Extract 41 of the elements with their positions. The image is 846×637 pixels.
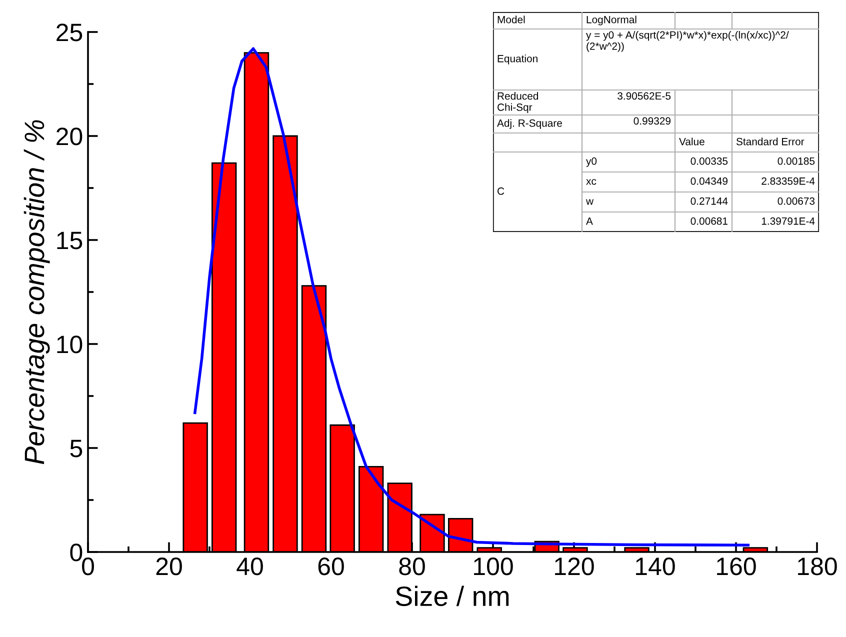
- annotation: 2.83359E-4: [762, 177, 815, 185]
- x-tick-label: 100: [474, 558, 513, 576]
- y-tick-label: 10: [57, 336, 82, 354]
- x-tick-label: 120: [555, 558, 594, 576]
- annotation: xc: [586, 179, 596, 185]
- annotation: 0.04349: [690, 177, 728, 185]
- annotation: Reduced Chi-Sqr: [498, 92, 538, 113]
- annotation: 0.00681: [690, 217, 728, 225]
- annotation: Value: [679, 138, 704, 146]
- annotation: 0.00335: [690, 157, 728, 165]
- y-tick-label: 20: [56, 128, 82, 146]
- text: Model: [498, 16, 525, 24]
- x-tick-label: 160: [717, 558, 756, 576]
- annotation: 0.00673: [778, 197, 815, 205]
- x-tick-label: 60: [318, 558, 344, 576]
- annotation: w: [586, 199, 594, 205]
- annotation: Adj. R-Square: [497, 119, 562, 129]
- annotation: 0.00185: [778, 157, 815, 165]
- x-tick-label: 80: [399, 558, 425, 576]
- x-tick-label: 0: [82, 558, 94, 576]
- y-tick-label: 15: [57, 232, 82, 250]
- annotation: 0.27144: [690, 197, 728, 205]
- text: LogNormal: [586, 16, 636, 26]
- y-tick-label: 25: [56, 24, 82, 42]
- x-tick-label: 20: [156, 558, 182, 576]
- x-tick-label: 140: [636, 558, 675, 576]
- annotation: Standard Error: [736, 138, 804, 146]
- annotation: Equation: [498, 54, 538, 64]
- y-axis-title: Percentage composition / %: [24, 120, 50, 464]
- annotation: 0.99329: [634, 117, 671, 125]
- annotation: A: [586, 218, 593, 225]
- annotation: C: [498, 187, 504, 195]
- y-tick-label: 5: [70, 440, 82, 458]
- annotation: y0: [586, 157, 597, 167]
- x-tick-label: 40: [236, 558, 263, 576]
- annotation: 3.90562E-5: [618, 92, 671, 100]
- x-axis-title: Size / nm: [396, 586, 509, 606]
- y-tick-label: 0: [70, 544, 82, 562]
- annotation: y = y0 + A/(sqrt(2*PI)*w*x)*exp(-(ln(x/xc))^2/ (2*w^2)): [586, 31, 789, 52]
- x-tick-label: 180: [798, 558, 837, 576]
- annotation: 1.39791E-4: [762, 217, 815, 225]
